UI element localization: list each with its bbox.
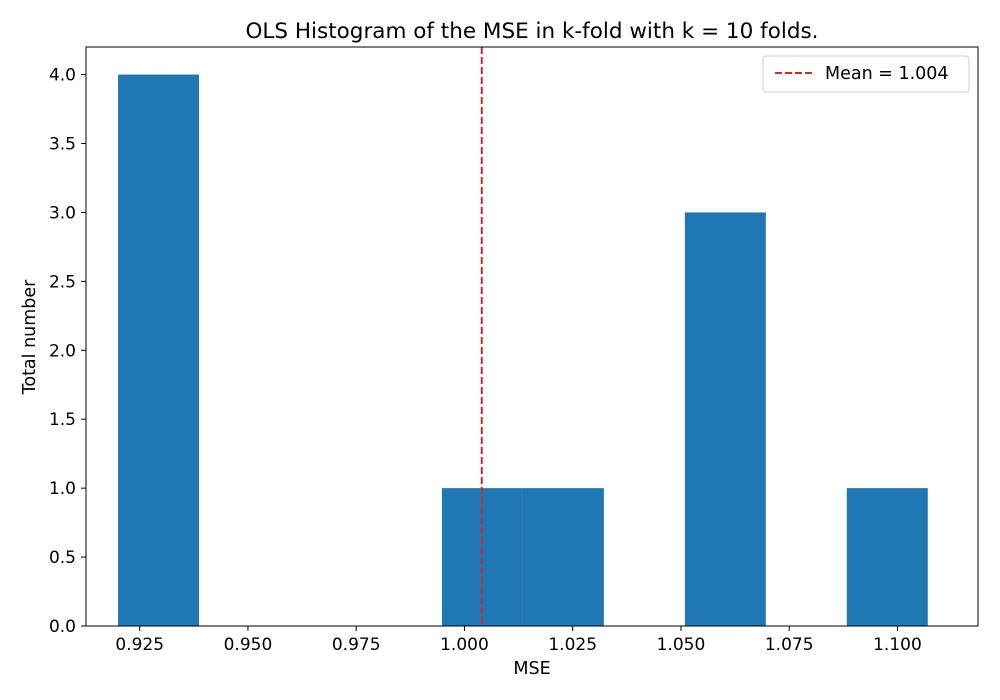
axes-frame	[85, 46, 979, 627]
x-tick-label: 0.950	[224, 635, 273, 655]
x-tick-label: 0.925	[115, 635, 164, 655]
x-tick-label: 0.975	[332, 635, 381, 655]
x-ticks-group: 0.925 0.950 0.975 1.000 1.025 1.050 1.075 1.100	[115, 626, 922, 655]
bars-group	[118, 74, 928, 627]
x-axis-label: MSE	[513, 659, 550, 679]
x-tick-label: 1.100	[873, 635, 922, 655]
y-tick-label: 0.0	[49, 617, 76, 637]
y-tick-label: 2.5	[49, 272, 76, 292]
chart-title: OLS Histogram of the MSE in k-fold with …	[245, 19, 818, 44]
y-tick-label: 3.0	[49, 203, 76, 223]
y-tick-label: 0.5	[49, 548, 76, 568]
legend: Mean = 1.004	[762, 55, 970, 93]
x-tick-label: 1.000	[440, 635, 489, 655]
x-tick-label: 1.050	[657, 635, 706, 655]
legend-mean-label: Mean = 1.004	[825, 64, 949, 84]
y-tick-label: 2.0	[49, 341, 76, 361]
histogram-bar-0	[118, 74, 200, 627]
y-tick-label: 3.5	[49, 135, 76, 155]
y-tick-label: 1.0	[49, 479, 76, 499]
x-tick-label: 1.025	[548, 635, 597, 655]
legend-box	[762, 55, 970, 93]
x-tick-label: 1.075	[765, 635, 814, 655]
y-ticks-group: 0.0 0.5 1.0 1.5 2.0 2.5 3.0 3.5 4.0	[49, 66, 86, 637]
y-tick-label: 1.5	[49, 410, 76, 430]
histogram-bar-5	[522, 488, 604, 626]
y-axis-label: Total number	[20, 279, 40, 396]
histogram-bar-7	[684, 212, 766, 626]
y-tick-label: 4.0	[49, 66, 76, 86]
histogram-bar-9	[846, 488, 928, 626]
